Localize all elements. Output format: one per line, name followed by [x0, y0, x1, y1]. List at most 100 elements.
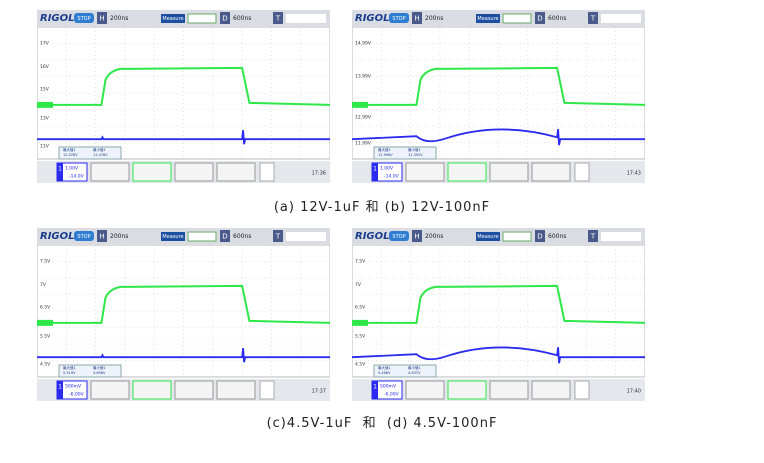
channel-box [489, 380, 529, 400]
ch1-offset: -6.00V [69, 392, 85, 398]
mode: Measure [162, 234, 183, 240]
ch1-number: 1 [58, 166, 62, 173]
d-box [220, 12, 230, 24]
y-axis-label: 17V [40, 40, 50, 46]
d-box [535, 12, 545, 24]
ch1-trace [352, 128, 645, 146]
ch1-scale: 1.00V [380, 166, 394, 172]
delay: 600ns [233, 233, 251, 240]
t-box [273, 12, 283, 24]
trig-level [286, 14, 326, 23]
channel-box [90, 162, 130, 182]
ch1-trace [37, 348, 330, 363]
measure-value: 5.519V [63, 371, 76, 375]
measure-box [373, 364, 437, 378]
h-box [412, 230, 422, 242]
scope-panel: RIGOL STOP H 200ns Measure D 600ns T 17V 16V 15V 13… [37, 10, 330, 183]
channel-box [132, 162, 172, 182]
measure-box [373, 146, 437, 160]
scope-screen: RIGOL STOP H 200ns Measure D 600ns T 7.5V 7V 6.5V 5… [37, 228, 330, 401]
status-box [389, 13, 409, 23]
t-label: T [275, 233, 281, 241]
ch2-trace [37, 66, 330, 106]
h-box [97, 230, 107, 242]
channel-box [174, 380, 214, 400]
measure-value: 11.392V [408, 153, 423, 157]
t-box [588, 12, 598, 24]
y-axis-label: 5.5V [40, 334, 51, 340]
measure-name: 最大值1 [63, 147, 76, 152]
trig-level [286, 232, 326, 241]
d-label: D [222, 233, 227, 241]
h-box [412, 12, 422, 24]
scope-panel: RIGOL STOP H 200ns Measure D 600ns T 7.5V 7V 6.5V 5… [352, 228, 645, 401]
ch1-scale: 500mV [65, 384, 82, 390]
y-axis-label: 4.5V [355, 361, 366, 367]
ch2-trace [352, 284, 645, 324]
y-axis-label: 13.99V [355, 73, 372, 79]
h-label: H [414, 15, 419, 23]
scope-panel: RIGOL STOP H 200ns Measure D 600ns T 14.99V 13.99… [352, 10, 645, 183]
y-axis-label: 6.5V [355, 305, 366, 311]
scope-screen: RIGOL STOP H 200ns Measure D 600ns T 14.99V 13.99… [352, 10, 645, 183]
measure-name: 最大值1 [378, 147, 391, 152]
ch1-offset: -6.00V [384, 392, 400, 398]
mode-box [161, 14, 185, 23]
y-axis-label: 16V [40, 64, 50, 70]
channel-box [174, 162, 214, 182]
mode: Measure [477, 16, 498, 22]
d-label: D [537, 15, 542, 23]
delay: 600ns [548, 233, 566, 240]
d-label: D [537, 233, 542, 241]
trig-box [502, 231, 532, 242]
ch1-offset: -14.0V [69, 174, 85, 180]
ch1-tag [57, 163, 63, 181]
y-axis-label: 7V [355, 282, 362, 288]
channel-box [216, 162, 256, 182]
channel-box [90, 380, 130, 400]
d-box [220, 230, 230, 242]
brand: RIGOL [40, 13, 75, 24]
status: STOP [392, 16, 405, 22]
status-box [389, 231, 409, 241]
trig-box [187, 13, 217, 24]
y-axis-label: 13V [40, 116, 50, 122]
y-axis-label: 11V [40, 143, 50, 149]
ch2-marker [37, 101, 53, 108]
icon-box [259, 380, 275, 400]
caption: (c)4.5V-1uF 和 (d) 4.5V-100nF [266, 416, 498, 431]
brand: RIGOL [40, 231, 75, 242]
ch2-marker [352, 101, 368, 108]
trig-box [187, 231, 217, 242]
timebase: 200ns [110, 233, 128, 240]
status-box [74, 13, 94, 23]
delay: 600ns [233, 15, 251, 22]
ch2-trace [37, 284, 330, 324]
ch2-marker [352, 319, 368, 326]
measure-box [58, 364, 122, 378]
ch1-scale: 500mV [380, 384, 397, 390]
ch1-number: 1 [373, 166, 377, 173]
measure-value: 5.466V [378, 371, 391, 375]
ch2-trace [352, 66, 645, 106]
mode-box [476, 14, 500, 23]
clock: 17:40 [627, 389, 641, 395]
ch1-trace [352, 346, 645, 364]
measure-name: 最大值1 [63, 365, 76, 370]
channel-box [531, 380, 571, 400]
d-box [535, 230, 545, 242]
measure-name: 最小值1 [408, 365, 421, 370]
channel-box [489, 162, 529, 182]
measure-value: 4.656V [93, 371, 106, 375]
clock: 17:43 [627, 171, 641, 177]
t-label: T [590, 233, 596, 241]
timebase: 200ns [425, 233, 443, 240]
y-axis-label: 14.99V [355, 40, 372, 46]
status: STOP [77, 16, 90, 22]
scope-screen: RIGOL STOP H 200ns Measure D 600ns T 17V 16V 15V 13… [37, 10, 330, 183]
channel-box [447, 162, 487, 182]
h-label: H [414, 233, 419, 241]
channel-box [447, 380, 487, 400]
y-axis-label: 12.99V [355, 114, 372, 120]
y-axis-label: 11.99V [355, 141, 372, 147]
